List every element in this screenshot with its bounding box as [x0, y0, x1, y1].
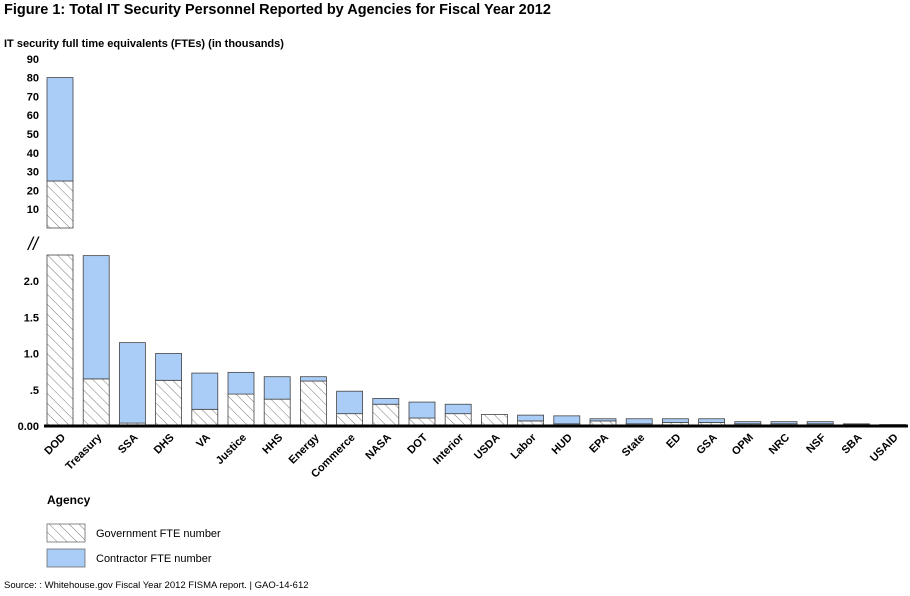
chart-title: Figure 1: Total IT Security Personnel Re… [4, 2, 551, 18]
bar-government-NASA [372, 403, 400, 427]
bar-contractor-Treasury [82, 255, 110, 380]
x-tick-label: OPM [730, 432, 756, 458]
bar-government-DOD-upper [46, 180, 74, 229]
x-tick-label: Justice [214, 432, 249, 467]
bar-government-DOD [46, 254, 74, 427]
y-tick-label: 0.00 [18, 421, 39, 433]
bar-contractor-DOT [408, 401, 436, 419]
bar-contractor-DHS [155, 353, 183, 381]
bar-government-DHS [155, 379, 183, 427]
x-tick-label: NSF [804, 431, 828, 455]
x-tick-label: SBA [840, 432, 865, 457]
legend-swatch-contractor [46, 548, 86, 568]
bar-contractor-Labor [517, 414, 544, 422]
y-tick-label: 60 [27, 110, 39, 122]
x-tick-label: Treasury [63, 431, 105, 473]
bar-contractor-HUD [553, 415, 581, 425]
x-tick-label: Labor [509, 431, 540, 462]
legend-label-government: Government FTE number [96, 528, 221, 540]
bar-government-Justice [227, 393, 255, 427]
x-tick-label: NASA [363, 432, 394, 463]
bar-contractor-Justice [227, 371, 255, 395]
bar-government-USDA [480, 413, 508, 427]
bar-contractor-NASA [372, 398, 400, 405]
bar-government-Energy [299, 380, 327, 427]
y-tick-label: 40 [27, 148, 39, 160]
x-tick-label: VA [194, 432, 213, 451]
y-tick-label: 30 [27, 167, 39, 179]
bar-government-Interior [444, 413, 472, 427]
x-axis-label: Agency [47, 493, 91, 507]
x-tick-label: EPA [587, 432, 611, 456]
x-tick-label: SSA [116, 432, 141, 457]
bar-contractor-NRC [770, 421, 798, 425]
x-tick-label: Energy [287, 431, 322, 466]
x-tick-label: GSA [694, 432, 719, 457]
bar-contractor-OPM [734, 421, 762, 425]
y-tick-label: 70 [27, 91, 39, 103]
bar-contractor-EPA [589, 418, 617, 422]
x-tick-label: State [620, 432, 648, 460]
bar-contractor-DOD [46, 77, 74, 182]
source-note: Source: : Whitehouse.gov Fiscal Year 201… [4, 580, 309, 591]
bar-contractor-SBA [843, 423, 870, 425]
x-tick-label: NRC [767, 432, 792, 457]
y-tick-label: .5 [30, 385, 39, 397]
bar-contractor-Interior [444, 403, 472, 415]
x-tick-label: USAID [868, 432, 901, 465]
x-tick-label: HHS [260, 432, 285, 457]
y-tick-label: 50 [27, 129, 39, 141]
axis-break-symbol: // [26, 234, 40, 254]
legend-swatch-government [46, 523, 86, 543]
x-tick-label: ED [664, 432, 683, 451]
legend-label-contractor: Contractor FTE number [96, 553, 212, 565]
bar-contractor-NSF [806, 421, 834, 425]
y-tick-label: 1.5 [24, 312, 39, 324]
x-tick-label: HUD [550, 432, 575, 457]
y-tick-label: 90 [27, 54, 39, 66]
y-tick-label: 80 [27, 73, 39, 85]
x-tick-label: DOD [42, 432, 68, 458]
bars [46, 77, 906, 427]
y-tick-label: 20 [27, 185, 39, 197]
bar-contractor-Energy [299, 376, 327, 382]
y-tick-label: 2.0 [24, 276, 39, 288]
bar-contractor-SSA [119, 342, 146, 424]
bar-contractor-ED [662, 418, 689, 423]
bar-government-VA [191, 408, 219, 427]
x-tick-label: DHS [152, 432, 177, 457]
y-axis-label: IT security full time equivalents (FTEs)… [4, 38, 284, 50]
lower-y-axis: 0.00 .5 1.0 1.5 2.0 [18, 276, 39, 433]
legend: Government FTE number Contractor FTE num… [46, 523, 221, 568]
bar-government-Treasury [82, 378, 110, 427]
bar-government-HHS [263, 398, 291, 427]
y-tick-label: 10 [27, 204, 39, 216]
bar-contractor-Commerce [336, 390, 364, 415]
x-tick-label: Interior [431, 431, 467, 467]
bar-contractor-GSA [698, 418, 725, 423]
bar-contractor-VA [191, 372, 219, 410]
upper-y-axis: 10 20 30 40 50 60 70 80 90 [27, 54, 39, 216]
y-tick-label: 1.0 [24, 349, 39, 361]
bar-government-Commerce [336, 413, 364, 427]
x-tick-label: USDA [472, 432, 503, 463]
bar-contractor-State [625, 418, 653, 425]
bar-contractor-HHS [263, 376, 291, 400]
x-tick-label: DOT [405, 431, 430, 456]
